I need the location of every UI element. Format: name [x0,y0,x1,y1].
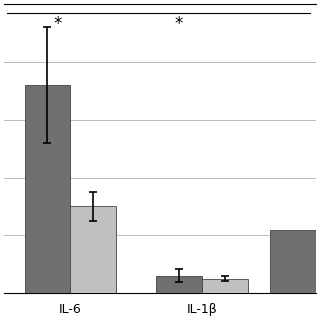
Bar [202,279,247,293]
Text: *: * [174,15,183,33]
Text: *: * [53,15,61,33]
Bar [156,276,202,293]
Bar [70,206,116,293]
Bar [25,85,70,293]
Bar [270,229,316,293]
